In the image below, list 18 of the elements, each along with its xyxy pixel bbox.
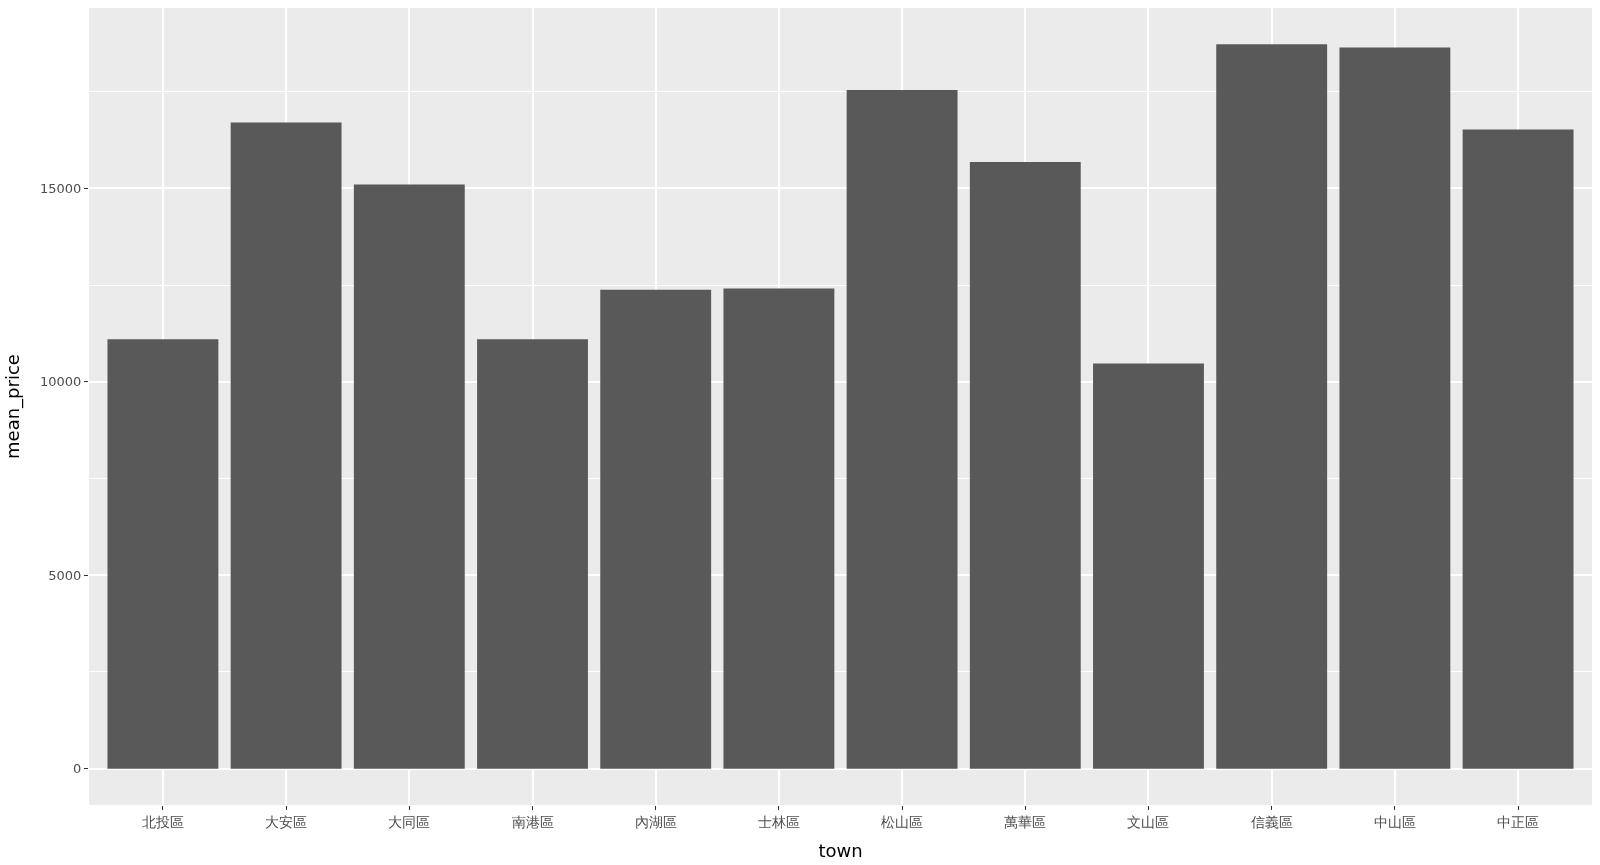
x-tick-label: 內湖區: [634, 813, 677, 830]
x-tick-label: 萬華區: [1004, 813, 1047, 830]
x-tick-label: 中正區: [1497, 813, 1540, 830]
y-tick-label: 5000: [48, 567, 82, 583]
x-tick-label: 士林區: [757, 813, 800, 830]
x-tick-label: 南港區: [511, 813, 554, 830]
x-tick-label: 中山區: [1373, 813, 1416, 830]
x-tick-label: 大安區: [265, 813, 308, 830]
x-tick-label: 信義區: [1250, 813, 1293, 830]
x-axis-title: town: [818, 839, 863, 861]
x-tick-label: 松山區: [881, 813, 924, 830]
x-tick-label: 大同區: [388, 813, 431, 830]
y-tick-label: 10000: [40, 374, 82, 390]
y-tick-label: 0: [73, 761, 82, 777]
y-axis-title: mean_price: [2, 354, 25, 459]
y-tick-label: 15000: [40, 180, 82, 196]
x-tick-label: 文山區: [1127, 813, 1170, 830]
x-tick-label: 北投區: [141, 813, 184, 830]
